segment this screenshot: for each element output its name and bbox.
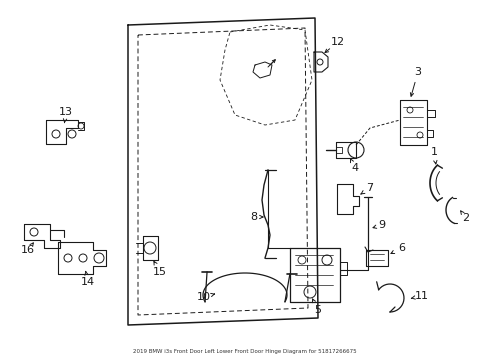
Text: 8: 8	[250, 212, 257, 222]
Text: 14: 14	[81, 277, 95, 287]
Text: 3: 3	[414, 67, 421, 77]
Text: 15: 15	[153, 267, 167, 277]
Text: 2: 2	[462, 213, 468, 223]
Text: 7: 7	[366, 183, 373, 193]
Text: 1: 1	[429, 147, 437, 157]
Text: 13: 13	[59, 107, 73, 117]
Text: 5: 5	[314, 305, 321, 315]
Text: 2019 BMW i3s Front Door Left Lower Front Door Hinge Diagram for 51817266675: 2019 BMW i3s Front Door Left Lower Front…	[132, 350, 356, 355]
Text: 16: 16	[21, 245, 35, 255]
Text: 6: 6	[398, 243, 405, 253]
Text: 10: 10	[197, 292, 210, 302]
Text: 11: 11	[414, 291, 428, 301]
Text: 4: 4	[351, 163, 358, 173]
Text: 9: 9	[378, 220, 385, 230]
Text: 12: 12	[330, 37, 345, 47]
